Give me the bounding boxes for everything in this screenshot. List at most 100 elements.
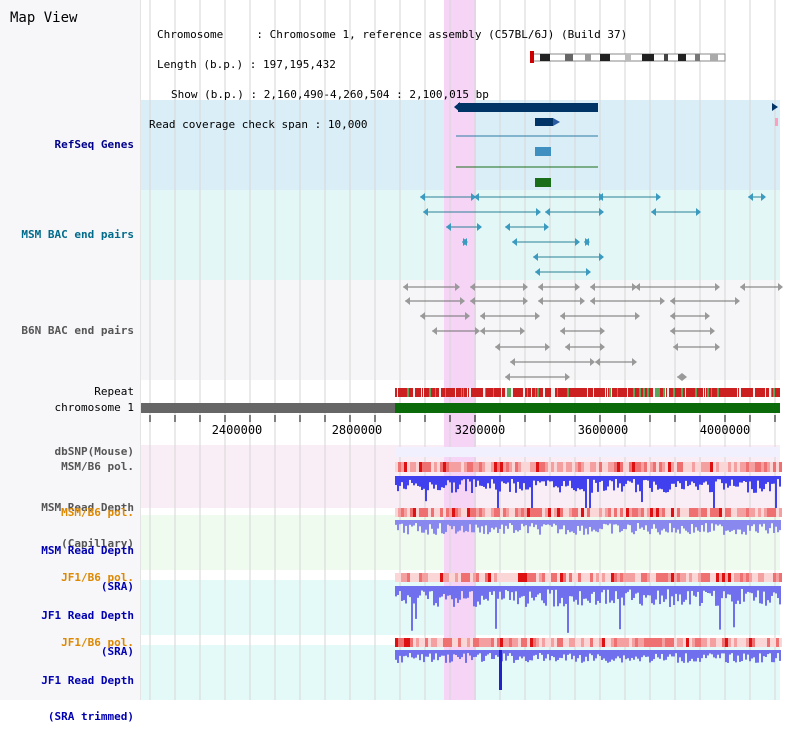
track-label-jf1-b6-pol[interactable]: JF1/B6 pol.: [61, 571, 134, 584]
show-row: Show (b.p.) : 2,160,490-4,260,504 : 2,10…: [149, 88, 627, 101]
depth-bar: [425, 520, 427, 530]
chromosome-value: : Chromosome 1, reference assembly (C57B…: [256, 28, 628, 41]
depth-bar: [513, 650, 515, 663]
depth-bar: [691, 476, 693, 482]
polymorphism-cell: [683, 508, 686, 517]
polymorphism-cell: [413, 573, 416, 582]
depth-bar: [595, 650, 597, 659]
polymorphism-cell: [689, 638, 692, 647]
polymorphism-cell: [617, 462, 620, 472]
track-label-b6n-bac[interactable]: B6N BAC end pairs: [21, 324, 134, 337]
bac-end: [575, 238, 580, 246]
bac-end: [585, 238, 590, 246]
track-label-msm-b6-pol[interactable]: MSM/B6 pol.: [61, 460, 134, 473]
track-label-jf1-depth-trimmed[interactable]: JF1 Read Depth (SRA trimmed): [41, 651, 134, 735]
depth-bar: [609, 586, 611, 603]
depth-bar: [681, 520, 683, 526]
depth-bar: [715, 476, 717, 482]
track-label-repeat[interactable]: Repeat: [94, 385, 134, 398]
polymorphism-cell: [530, 508, 533, 517]
bac-end: [420, 193, 425, 201]
depth-bar: [583, 586, 585, 599]
depth-bar: [395, 650, 397, 660]
depth-bar: [775, 586, 777, 594]
depth-bar: [711, 650, 713, 655]
depth-bar: [421, 520, 423, 533]
depth-bar: [757, 586, 759, 591]
depth-bar: [741, 476, 743, 483]
depth-bar: [737, 476, 739, 487]
depth-bar: [495, 476, 497, 490]
polymorphism-cell: [770, 508, 773, 517]
track-label-chromosome[interactable]: chromosome 1: [54, 401, 134, 414]
genome-browser-canvas[interactable]: 2400000 2800000 3200000 3600000 4000000: [0, 0, 800, 700]
depth-bar: [549, 586, 551, 594]
show-key: Show (b.p.): [171, 88, 244, 101]
polymorphism-cell: [701, 573, 704, 582]
track-label-msm-bac[interactable]: MSM BAC end pairs: [21, 228, 134, 241]
track-label-msm-b6-pol-2[interactable]: MSM/B6 pol.: [61, 506, 134, 519]
ideogram-position-marker: [530, 51, 534, 63]
depth-bar: [503, 586, 505, 599]
polymorphism-cell: [398, 573, 401, 582]
polymorphism-cell: [677, 462, 680, 472]
repeat-element: [461, 388, 462, 397]
depth-bar: [539, 586, 541, 594]
depth-bar: [473, 586, 475, 607]
depth-bar: [487, 476, 489, 484]
polymorphism-cell: [746, 638, 749, 647]
depth-bar: [761, 650, 763, 663]
track-label-msm-depth-capillary[interactable]: MSM Read Depth (Capillary): [41, 478, 134, 562]
depth-bar: [541, 520, 543, 527]
polymorphism-cell: [455, 638, 458, 647]
polymorphism-cell: [752, 573, 755, 582]
depth-bar: [689, 586, 691, 605]
repeat-element: [439, 388, 441, 397]
depth-bar: [509, 520, 511, 524]
bac-end: [480, 312, 485, 320]
window-title: Map View: [10, 10, 78, 26]
bac-end: [740, 283, 745, 291]
polymorphism-cell: [548, 638, 551, 647]
polymorphism-cell: [413, 508, 416, 517]
track-label-jf1-depth-sra[interactable]: JF1 Read Depth (SRA): [41, 586, 134, 670]
depth-bar: [713, 586, 715, 591]
depth-bar: [609, 520, 611, 524]
depth-bar: [617, 650, 619, 657]
track-label-refseq[interactable]: RefSeq Genes: [54, 138, 134, 151]
ruler-label: 3600000: [578, 423, 629, 437]
depth-bar: [755, 476, 757, 493]
depth-bar: [547, 476, 549, 481]
depth-bar: [457, 650, 459, 658]
depth-bar: [731, 476, 733, 480]
track-label-jf1-b6-pol-2[interactable]: JF1/B6 pol.: [61, 636, 134, 649]
polymorphism-cell: [671, 462, 674, 472]
track-label-msm-depth-sra[interactable]: MSM Read Depth (SRA): [41, 521, 134, 605]
depth-bar: [641, 650, 643, 658]
depth-bar: [771, 650, 773, 663]
depth-bar: [411, 650, 413, 658]
track-label-line: (SRA): [100, 580, 134, 593]
depth-bar: [725, 650, 727, 663]
polymorphism-cell: [536, 462, 539, 472]
depth-bar: [591, 650, 593, 656]
depth-bar: [633, 586, 635, 598]
depth-bar: [765, 520, 767, 531]
polymorphism-cell: [602, 462, 605, 472]
track-label-line: MSM Read Depth: [41, 501, 134, 514]
depth-bar: [483, 650, 485, 661]
polymorphism-cell: [545, 462, 548, 472]
bac-end: [544, 223, 549, 231]
polymorphism-cell: [725, 573, 728, 582]
depth-bar: [535, 586, 537, 598]
depth-bar: [629, 520, 631, 526]
track-label-dbsnp[interactable]: dbSNP(Mouse): [54, 445, 134, 458]
depth-bar: [731, 520, 733, 531]
polymorphism-cell: [401, 573, 404, 582]
polymorphism-cell: [719, 508, 722, 517]
depth-bar: [773, 586, 775, 593]
polymorphism-cell: [551, 508, 554, 517]
depth-bar: [751, 520, 753, 527]
depth-bar: [435, 476, 437, 485]
depth-bar: [655, 476, 657, 485]
